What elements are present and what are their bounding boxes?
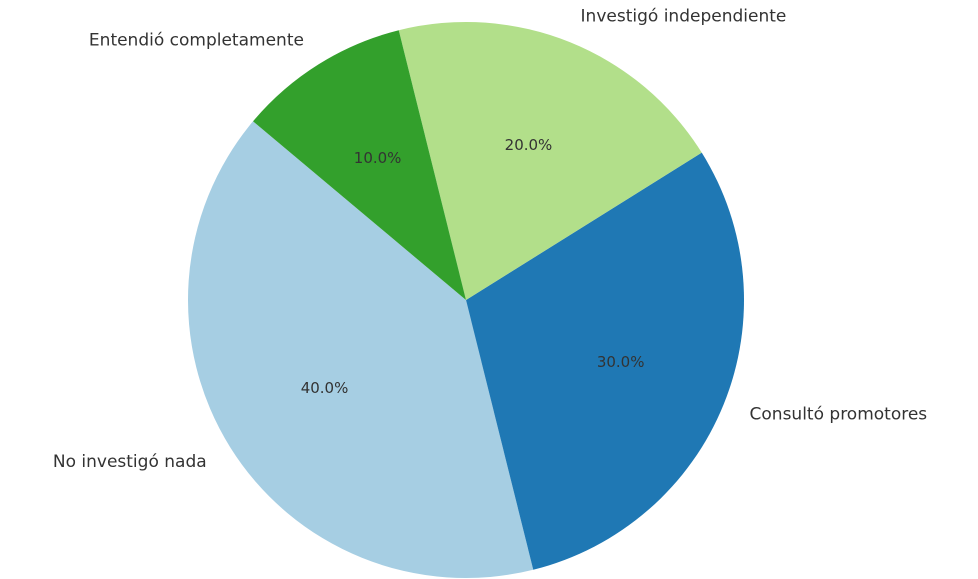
pie-slice	[466, 152, 744, 570]
pie-slice	[398, 21, 702, 300]
pct-label: 30.0%	[597, 353, 645, 371]
slice-label: Entendió completamente	[89, 31, 304, 51]
pct-label: 40.0%	[301, 379, 349, 397]
pie-slice	[253, 30, 466, 301]
slice-label: Consultó promotores	[750, 405, 928, 425]
pct-label: 10.0%	[354, 149, 402, 167]
pie-slice	[188, 121, 534, 578]
pct-label: 20.0%	[505, 136, 553, 154]
slice-label: No investigó nada	[53, 452, 207, 472]
slice-label: Investigó independiente	[581, 6, 787, 26]
